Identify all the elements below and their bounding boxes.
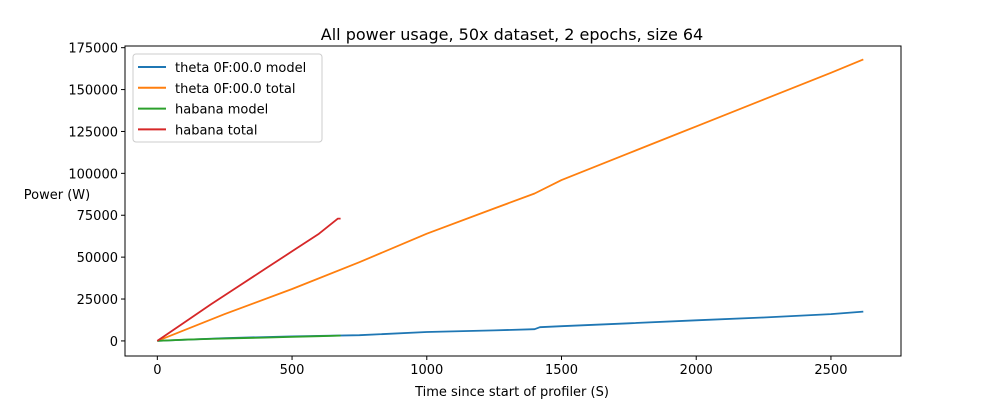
series-line-2: [156, 58, 864, 342]
legend-entry-label: habana total: [175, 123, 258, 138]
y-tick-label: 150000: [68, 84, 118, 99]
legend: theta 0F:00.0 model theta 0F:00.0 total ha…: [132, 53, 323, 143]
y-tick-label: 25000: [77, 293, 118, 308]
legend-entry-label: theta 0F:00.0 model: [175, 61, 306, 76]
chart-title: All power usage, 50x dataset, 2 epochs, …: [321, 25, 703, 44]
x-tick-label: 500: [280, 363, 305, 378]
legend-entry-label: habana model: [175, 103, 268, 118]
y-tick-label: 50000: [77, 251, 118, 266]
y-tick-label: 175000: [68, 42, 118, 57]
series-line-4: [156, 217, 341, 342]
series-line-1: [157, 310, 864, 342]
y-tick-label: 75000: [77, 209, 118, 224]
y-tick-label: 0: [110, 335, 118, 350]
x-axis-label: Time since start of profiler (S): [414, 385, 609, 400]
legend-entry-label: theta 0F:00.0 total: [175, 82, 295, 97]
y-tick-label: 125000: [68, 125, 118, 140]
legend-frame: [132, 53, 323, 143]
plot-area: [156, 58, 864, 342]
x-tick-label: 1500: [545, 363, 578, 378]
plot-frame: [124, 45, 902, 357]
y-axis-ticks: 0 25000 50000 75000 100000 125000 150000 175000: [68, 42, 125, 350]
y-axis-label: Power (W): [24, 188, 90, 203]
x-tick-label: 1000: [410, 363, 443, 378]
x-tick-label: 2500: [814, 363, 847, 378]
y-tick-label: 100000: [68, 167, 118, 182]
x-tick-label: 2000: [680, 363, 713, 378]
x-tick-label: 0: [153, 363, 161, 378]
x-axis-ticks: 0 500 1000 1500 2000 2500: [153, 356, 847, 378]
series-line-3: [157, 334, 341, 342]
